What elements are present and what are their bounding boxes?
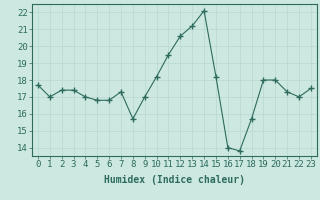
- X-axis label: Humidex (Indice chaleur): Humidex (Indice chaleur): [104, 175, 245, 185]
